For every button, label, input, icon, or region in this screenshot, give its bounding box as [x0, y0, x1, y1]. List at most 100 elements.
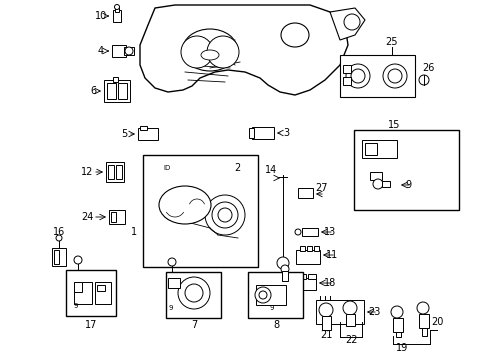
Circle shape [276, 257, 288, 269]
Text: 12: 12 [81, 167, 93, 177]
Bar [165, 272, 221, 318]
Bar [346, 314, 354, 326]
Circle shape [342, 301, 356, 315]
Bar [306, 246, 311, 251]
Bar [95, 282, 111, 304]
Circle shape [382, 64, 406, 88]
Circle shape [346, 64, 369, 88]
Text: 8: 8 [272, 320, 279, 330]
Text: 18: 18 [323, 278, 335, 288]
Circle shape [74, 256, 82, 264]
Text: 1: 1 [131, 227, 137, 237]
Circle shape [281, 265, 288, 273]
Text: 2: 2 [233, 163, 240, 173]
Bar [113, 10, 121, 22]
Bar [297, 188, 312, 198]
Text: 27: 27 [315, 183, 327, 193]
Bar [293, 278, 315, 290]
PathPatch shape [140, 5, 347, 95]
Bar [168, 278, 180, 288]
Bar [369, 172, 381, 180]
Bar [54, 250, 59, 264]
Circle shape [259, 291, 266, 299]
Text: 14: 14 [264, 165, 277, 175]
Circle shape [343, 14, 359, 30]
Bar [395, 332, 400, 337]
Bar [124, 47, 134, 55]
Bar [142, 155, 258, 267]
Bar [353, 130, 458, 210]
Text: 26: 26 [421, 63, 433, 73]
Bar [282, 271, 287, 281]
Bar [339, 55, 414, 97]
Bar [418, 314, 428, 328]
Text: 24: 24 [81, 212, 93, 222]
Bar [97, 285, 105, 291]
Bar [313, 246, 318, 251]
Bar [104, 80, 130, 102]
Text: 7: 7 [190, 320, 197, 330]
Bar [392, 318, 402, 332]
Bar [307, 274, 315, 279]
Circle shape [416, 302, 428, 314]
Bar [299, 246, 305, 251]
Text: 16: 16 [53, 227, 65, 237]
Circle shape [125, 47, 133, 55]
Bar [112, 45, 126, 57]
Text: 22: 22 [345, 335, 358, 345]
Bar [315, 300, 363, 324]
Circle shape [418, 75, 428, 85]
Ellipse shape [182, 29, 237, 71]
Text: 4: 4 [98, 46, 104, 56]
Text: 13: 13 [323, 227, 335, 237]
Bar [109, 210, 125, 224]
Circle shape [294, 229, 301, 235]
Ellipse shape [201, 50, 219, 60]
Circle shape [372, 179, 382, 189]
Bar [361, 140, 396, 158]
Circle shape [203, 202, 220, 218]
Text: ID: ID [163, 165, 170, 171]
Bar [74, 282, 92, 304]
Circle shape [254, 287, 270, 303]
Bar [342, 65, 350, 73]
Bar [116, 165, 122, 179]
Text: 9: 9 [269, 305, 274, 311]
Ellipse shape [159, 186, 210, 224]
Bar [111, 212, 116, 222]
Bar [66, 270, 116, 316]
Bar [138, 128, 158, 140]
Bar [297, 274, 305, 279]
Text: 9: 9 [404, 180, 410, 190]
Bar [364, 143, 376, 155]
Text: 25: 25 [385, 37, 397, 47]
Text: 17: 17 [84, 320, 97, 330]
Circle shape [56, 235, 62, 241]
Bar [140, 126, 147, 130]
Text: 3: 3 [283, 128, 288, 138]
Circle shape [204, 195, 244, 235]
Circle shape [206, 36, 239, 68]
Circle shape [114, 5, 119, 9]
Bar [251, 127, 273, 139]
Circle shape [184, 284, 203, 302]
Bar [107, 83, 116, 99]
Circle shape [318, 303, 332, 317]
Circle shape [387, 69, 401, 83]
Bar [74, 282, 82, 292]
Bar [381, 181, 389, 187]
Bar [113, 77, 118, 82]
Bar [52, 248, 66, 266]
Circle shape [178, 277, 209, 309]
Bar [106, 162, 124, 182]
Bar [321, 316, 330, 330]
Bar [115, 7, 119, 12]
Text: 11: 11 [325, 250, 337, 260]
Bar [118, 83, 127, 99]
PathPatch shape [329, 8, 364, 40]
Text: 10: 10 [95, 11, 107, 21]
Circle shape [184, 195, 208, 219]
Text: 9: 9 [168, 305, 173, 311]
Text: 23: 23 [367, 307, 379, 317]
Text: 6: 6 [90, 86, 96, 96]
